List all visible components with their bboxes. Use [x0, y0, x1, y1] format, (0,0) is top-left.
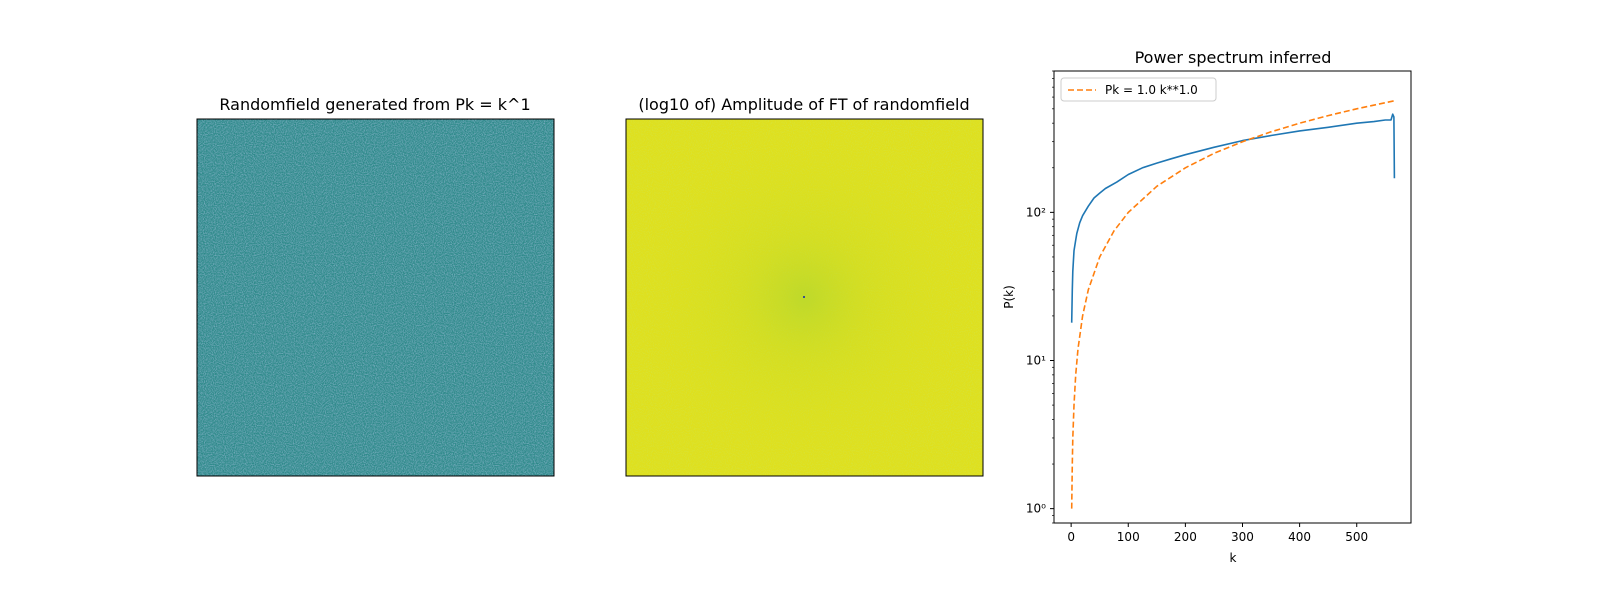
y-axis-label: P(k) — [1002, 285, 1016, 309]
series-line-model-pk — [1070, 100, 1395, 509]
panel-ft-amplitude: (log10 of) Amplitude of FT of randomfiel… — [625, 95, 984, 477]
y-tick-label: 10⁰ — [1026, 502, 1046, 516]
panel-randomfield: Randomfield generated from Pk = k^1 — [196, 95, 555, 477]
chart-title: Power spectrum inferred — [1135, 48, 1332, 67]
ft-amplitude-frame — [625, 118, 984, 477]
x-axis-label: k — [1230, 551, 1237, 565]
y-axis-ticks: 10⁰ 10¹ 10² — [1026, 70, 1054, 524]
y-tick-label: 10² — [1026, 205, 1046, 219]
legend: Pk = 1.0 k**1.0 — [1060, 77, 1217, 102]
legend-entry-pk: Pk = 1.0 k**1.0 — [1105, 83, 1198, 97]
ft-center-pixel — [803, 296, 805, 298]
x-tick-label: 400 — [1288, 530, 1311, 544]
panel-ft-title: (log10 of) Amplitude of FT of randomfiel… — [638, 95, 969, 114]
panel-randomfield-title: Randomfield generated from Pk = k^1 — [219, 95, 530, 114]
series-line-measured — [1070, 113, 1396, 323]
y-tick-label: 10¹ — [1026, 354, 1046, 368]
x-tick-label: 100 — [1117, 530, 1140, 544]
plot-area-frame — [1053, 70, 1412, 524]
series-layer — [1070, 100, 1396, 509]
x-tick-label: 500 — [1345, 530, 1368, 544]
randomfield-noise — [197, 119, 554, 476]
x-tick-label: 0 — [1067, 530, 1075, 544]
legend-box — [1060, 77, 1217, 102]
x-axis-ticks: 0 100 200 300 400 500 — [1067, 523, 1368, 544]
x-tick-label: 200 — [1174, 530, 1197, 544]
randomfield-frame — [196, 118, 555, 477]
x-tick-label: 300 — [1231, 530, 1254, 544]
power-spectrum-chart: Power spectrum inferred 0 100 200 300 400 500… — [1002, 48, 1412, 565]
